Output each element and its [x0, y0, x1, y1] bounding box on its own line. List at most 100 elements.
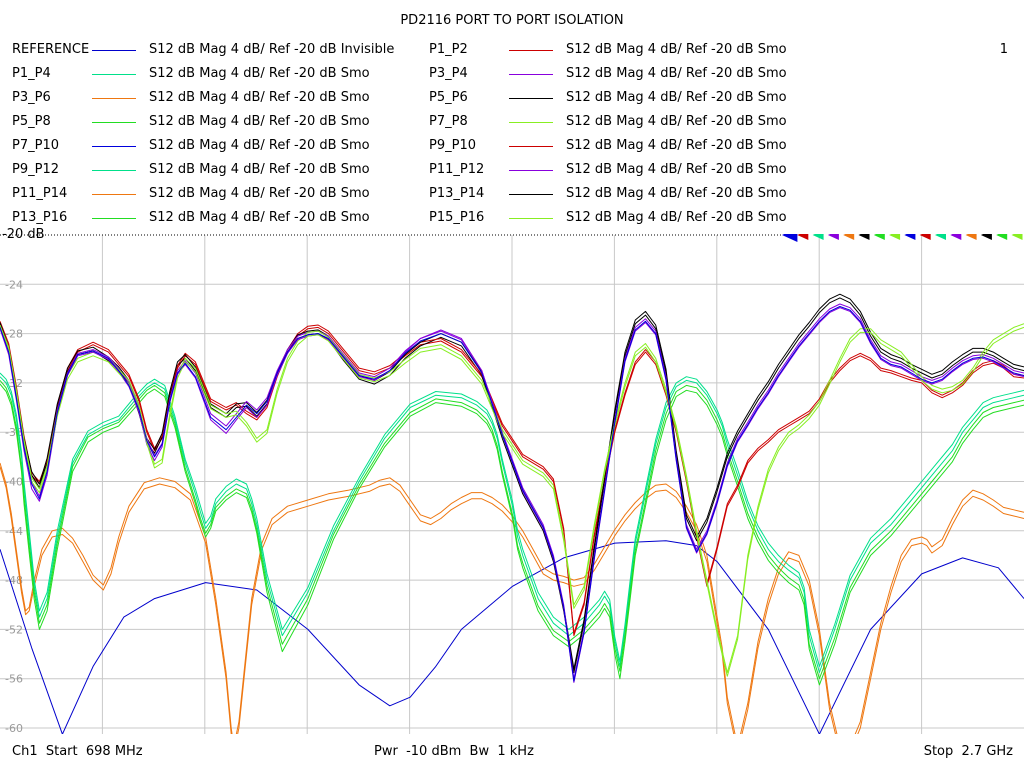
trace-p7-p10: [0, 306, 1024, 682]
trace-marker-arrow[interactable]: [812, 234, 824, 240]
footer-start-frequency: Ch1 Start 698 MHz: [12, 744, 143, 759]
legend-color-swatch: [509, 74, 553, 75]
legend-entry-p11-p12[interactable]: P11_P12 S12 dB Mag 4 dB/ Ref -20 dB Smo: [429, 162, 819, 182]
legend-entry-p5-p8[interactable]: P5_P8 S12 dB Mag 4 dB/ Ref -20 dB Smo: [12, 114, 402, 134]
trace-marker-arrow[interactable]: [904, 234, 916, 240]
trace-marker-arrow[interactable]: [965, 234, 977, 240]
legend-color-swatch: [92, 194, 136, 195]
legend-entry-p3-p6[interactable]: P3_P6 S12 dB Mag 4 dB/ Ref -20 dB Smo: [12, 90, 402, 110]
legend-color-swatch: [509, 98, 553, 99]
legend-trace-name: P5_P6: [429, 90, 468, 105]
legend-trace-format: S12 dB Mag 4 dB/ Ref -20 dB Smo: [566, 114, 787, 129]
channel-number: 1: [999, 42, 1008, 57]
legend-trace-format: S12 dB Mag 4 dB/ Ref -20 dB Smo: [566, 138, 787, 153]
trace-marker-arrow[interactable]: [950, 234, 962, 240]
legend-trace-name: P13_P14: [429, 186, 485, 201]
trace-marker-arrow[interactable]: [935, 234, 946, 240]
legend-trace-name: REFERENCE: [12, 42, 90, 57]
legend-entry-p7-p10[interactable]: P7_P10 S12 dB Mag 4 dB/ Ref -20 dB Smo: [12, 138, 402, 158]
trace-p15-p16: [0, 326, 1024, 677]
legend-trace-format: S12 dB Mag 4 dB/ Ref -20 dB Smo: [566, 66, 787, 81]
y-tick-label: -52: [5, 623, 23, 636]
trace-marker-arrow[interactable]: [996, 234, 1008, 240]
legend-color-swatch: [92, 50, 136, 51]
legend-entry-p7-p8[interactable]: P7_P8 S12 dB Mag 4 dB/ Ref -20 dB Smo: [429, 114, 819, 134]
legend-entry-p9-p12[interactable]: P9_P12 S12 dB Mag 4 dB/ Ref -20 dB Smo: [12, 162, 402, 182]
trace-marker-arrow[interactable]: [919, 234, 931, 240]
legend-color-swatch: [92, 122, 136, 123]
y-tick-label: -56: [5, 673, 23, 686]
legend-entry-p15-p16[interactable]: P15_P16 S12 dB Mag 4 dB/ Ref -20 dB Smo: [429, 210, 819, 230]
y-tick-labels: -24-28-32-36-40-44-48-52-56-60: [5, 278, 23, 734]
y-tick-label: -24: [5, 278, 23, 291]
legend-trace-format: S12 dB Mag 4 dB/ Ref -20 dB Smo: [149, 138, 370, 153]
legend-entry-p11-p14[interactable]: P11_P14 S12 dB Mag 4 dB/ Ref -20 dB Smo: [12, 186, 402, 206]
trace-marker-arrow[interactable]: [1011, 234, 1023, 240]
legend-trace-name: P3_P4: [429, 66, 468, 81]
legend-trace-name: P15_P16: [429, 210, 485, 225]
legend-trace-format: S12 dB Mag 4 dB/ Ref -20 dB Smo: [149, 210, 370, 225]
trace-marker-arrow[interactable]: [797, 234, 809, 240]
plot-area[interactable]: -24-28-32-36-40-44-48-52-56-60: [0, 234, 1024, 734]
legend-color-swatch: [92, 170, 136, 171]
reference-level-label: -20 dB: [2, 227, 45, 242]
legend-color-swatch: [509, 50, 553, 51]
legend-trace-name: P1_P4: [12, 66, 51, 81]
legend-color-swatch: [509, 170, 553, 171]
legend-entry-p5-p6[interactable]: P5_P6 S12 dB Mag 4 dB/ Ref -20 dB Smo: [429, 90, 819, 110]
trace-p11-p14: [0, 462, 1024, 734]
legend-entry-p13-p16[interactable]: P13_P16 S12 dB Mag 4 dB/ Ref -20 dB Smo: [12, 210, 402, 230]
legend-trace-format: S12 dB Mag 4 dB/ Ref -20 dB Smo: [566, 186, 787, 201]
y-tick-label: -40: [5, 476, 23, 489]
grid: [0, 235, 1024, 734]
legend-entry-p1-p4[interactable]: P1_P4 S12 dB Mag 4 dB/ Ref -20 dB Smo: [12, 66, 402, 86]
legend-trace-format: S12 dB Mag 4 dB/ Ref -20 dB Smo: [566, 90, 787, 105]
trace-marker-arrow[interactable]: [782, 234, 798, 242]
trace-p7-p8: [0, 323, 1024, 673]
legend-trace-name: P5_P8: [12, 114, 51, 129]
legend-trace-format: S12 dB Mag 4 dB/ Ref -20 dB Smo: [149, 90, 370, 105]
trace-marker-arrow[interactable]: [858, 234, 870, 240]
legend-entry-p3-p4[interactable]: P3_P4 S12 dB Mag 4 dB/ Ref -20 dB Smo: [429, 66, 819, 86]
legend-trace-format: S12 dB Mag 4 dB/ Ref -20 dB Smo: [149, 114, 370, 129]
marker-arrows: [782, 234, 1023, 242]
legend-trace-format: S12 dB Mag 4 dB/ Ref -20 dB Smo: [566, 210, 787, 225]
legend-color-swatch: [509, 218, 553, 219]
y-tick-label: -28: [5, 328, 23, 341]
trace-reference: [0, 540, 1024, 734]
legend-trace-format: S12 dB Mag 4 dB/ Ref -20 dB Smo: [149, 186, 370, 201]
trace-marker-arrow[interactable]: [980, 234, 992, 240]
trace-p1-p4: [0, 376, 1024, 673]
legend-color-swatch: [92, 98, 136, 99]
legend-trace-name: P7_P8: [429, 114, 468, 129]
legend-trace-format: S12 dB Mag 4 dB/ Ref -20 dB Smo: [566, 42, 787, 57]
legend-entry-p13-p14[interactable]: P13_P14 S12 dB Mag 4 dB/ Ref -20 dB Smo: [429, 186, 819, 206]
legend-trace-name: P7_P10: [12, 138, 59, 153]
legend-trace-name: P11_P12: [429, 162, 485, 177]
trace-marker-arrow[interactable]: [827, 234, 839, 240]
trace-marker-arrow[interactable]: [889, 234, 901, 240]
legend-color-swatch: [92, 74, 136, 75]
y-tick-label: -60: [5, 722, 23, 734]
legend-color-swatch: [509, 122, 553, 123]
legend-trace-name: P11_P14: [12, 186, 68, 201]
legend-color-swatch: [509, 194, 553, 195]
legend-trace-name: P13_P16: [12, 210, 68, 225]
legend-entry-reference[interactable]: REFERENCE S12 dB Mag 4 dB/ Ref -20 dB Inv…: [12, 42, 402, 62]
chart-title: PD2116 PORT TO PORT ISOLATION: [400, 13, 624, 28]
traces: [0, 293, 1024, 734]
legend-entry-p9-p10[interactable]: P9_P10 S12 dB Mag 4 dB/ Ref -20 dB Smo: [429, 138, 819, 158]
trace-p9-p12: [0, 372, 1024, 667]
legend-trace-format: S12 dB Mag 4 dB/ Ref -20 dB Invisible: [149, 42, 395, 57]
legend-trace-format: S12 dB Mag 4 dB/ Ref -20 dB Smo: [149, 162, 370, 177]
trace-marker-arrow[interactable]: [843, 234, 855, 240]
trace-p1-p2: [0, 323, 1024, 637]
trace-p13-p16: [0, 383, 1024, 686]
legend-trace-name: P9_P12: [12, 162, 59, 177]
legend-color-swatch: [509, 146, 553, 147]
legend-trace-name: P3_P6: [12, 90, 51, 105]
legend-color-swatch: [92, 146, 136, 147]
trace-marker-arrow[interactable]: [873, 234, 885, 240]
legend-entry-p1-p2[interactable]: P1_P2 S12 dB Mag 4 dB/ Ref -20 dB Smo: [429, 42, 819, 62]
legend-trace-format: S12 dB Mag 4 dB/ Ref -20 dB Smo: [149, 66, 370, 81]
